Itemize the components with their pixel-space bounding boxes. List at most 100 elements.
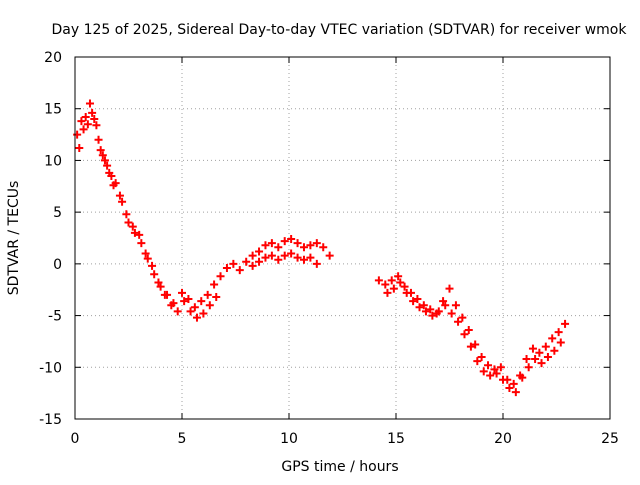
data-point bbox=[477, 352, 486, 361]
data-point bbox=[248, 251, 257, 260]
data-point bbox=[274, 255, 283, 264]
data-point bbox=[374, 276, 383, 285]
y-tick-label: 20 bbox=[44, 50, 62, 66]
data-point bbox=[421, 307, 430, 316]
y-tick-labels: -15 -10 -5 0 5 10 15 20 bbox=[39, 50, 62, 428]
data-point bbox=[255, 257, 264, 266]
data-point bbox=[235, 266, 244, 275]
data-point bbox=[100, 156, 109, 165]
data-point bbox=[197, 297, 206, 306]
series-group bbox=[383, 278, 565, 397]
data-point bbox=[242, 257, 251, 266]
data-point bbox=[173, 307, 182, 316]
data-point bbox=[550, 346, 559, 355]
data-point bbox=[466, 342, 475, 351]
data-point bbox=[141, 249, 150, 258]
data-point bbox=[402, 288, 411, 297]
data-point bbox=[75, 144, 84, 153]
plot-frame bbox=[74, 56, 611, 420]
data-point bbox=[293, 253, 302, 262]
data-point bbox=[454, 317, 463, 326]
series-group bbox=[75, 108, 321, 322]
data-point bbox=[428, 311, 437, 320]
data-point bbox=[396, 278, 405, 287]
data-point bbox=[190, 303, 199, 312]
y-tick-label: 5 bbox=[53, 205, 62, 221]
data-point bbox=[154, 278, 163, 287]
data-point bbox=[96, 146, 105, 155]
data-point bbox=[287, 235, 296, 244]
data-point bbox=[451, 301, 460, 310]
data-point bbox=[556, 338, 565, 347]
data-point bbox=[180, 297, 189, 306]
data-point bbox=[387, 276, 396, 285]
data-point bbox=[445, 284, 454, 293]
data-point bbox=[441, 301, 450, 310]
data-point bbox=[464, 326, 473, 335]
data-point bbox=[541, 342, 550, 351]
data-point bbox=[210, 280, 219, 289]
data-point bbox=[522, 355, 531, 364]
data-point bbox=[509, 379, 518, 388]
data-point bbox=[118, 197, 127, 206]
data-point bbox=[518, 373, 527, 382]
y-tick-label: -10 bbox=[39, 360, 62, 376]
data-point bbox=[150, 270, 159, 279]
data-point bbox=[128, 222, 137, 231]
data-point bbox=[115, 191, 124, 200]
data-point bbox=[92, 121, 101, 130]
data-point bbox=[73, 130, 82, 139]
data-point bbox=[460, 330, 469, 339]
data-point bbox=[524, 363, 533, 372]
x-tick-label: 20 bbox=[494, 431, 512, 447]
data-point bbox=[109, 181, 118, 190]
data-point bbox=[561, 319, 570, 328]
data-point bbox=[267, 251, 276, 260]
x-tick-label: 15 bbox=[387, 431, 405, 447]
data-point bbox=[490, 365, 499, 374]
data-point bbox=[409, 297, 418, 306]
data-point bbox=[473, 357, 482, 366]
data-point bbox=[511, 388, 520, 397]
data-point bbox=[419, 301, 428, 310]
data-point bbox=[415, 303, 424, 312]
data-point bbox=[554, 328, 563, 337]
x-tick-label: 10 bbox=[280, 431, 298, 447]
data-point bbox=[122, 210, 131, 219]
data-point bbox=[312, 239, 321, 248]
data-point bbox=[413, 295, 422, 304]
data-point bbox=[426, 305, 435, 314]
data-point bbox=[439, 297, 448, 306]
data-point bbox=[280, 237, 289, 246]
data-point bbox=[203, 290, 212, 299]
y-tick-label: -15 bbox=[39, 412, 62, 428]
data-point bbox=[537, 359, 546, 368]
data-point bbox=[79, 125, 88, 134]
data-point bbox=[319, 243, 328, 252]
y-tick-label: -5 bbox=[48, 309, 62, 325]
data-point bbox=[543, 352, 552, 361]
data-point bbox=[81, 112, 90, 121]
data-point bbox=[394, 272, 403, 281]
data-point bbox=[293, 239, 302, 248]
data-point bbox=[184, 295, 193, 304]
series-group bbox=[73, 99, 334, 312]
data-point bbox=[479, 367, 488, 376]
data-point bbox=[90, 115, 99, 124]
data-point bbox=[287, 249, 296, 258]
data-point bbox=[383, 288, 392, 297]
data-point bbox=[492, 369, 501, 378]
data-point bbox=[499, 375, 507, 384]
data-point bbox=[83, 120, 92, 129]
data-point bbox=[325, 251, 334, 260]
data-point bbox=[400, 282, 409, 291]
data-point bbox=[496, 363, 505, 372]
x-tick-label: 25 bbox=[601, 431, 619, 447]
data-point bbox=[261, 253, 270, 262]
grid bbox=[75, 57, 610, 419]
data-point bbox=[103, 161, 112, 170]
data-point bbox=[280, 251, 289, 260]
data-point bbox=[447, 309, 456, 318]
